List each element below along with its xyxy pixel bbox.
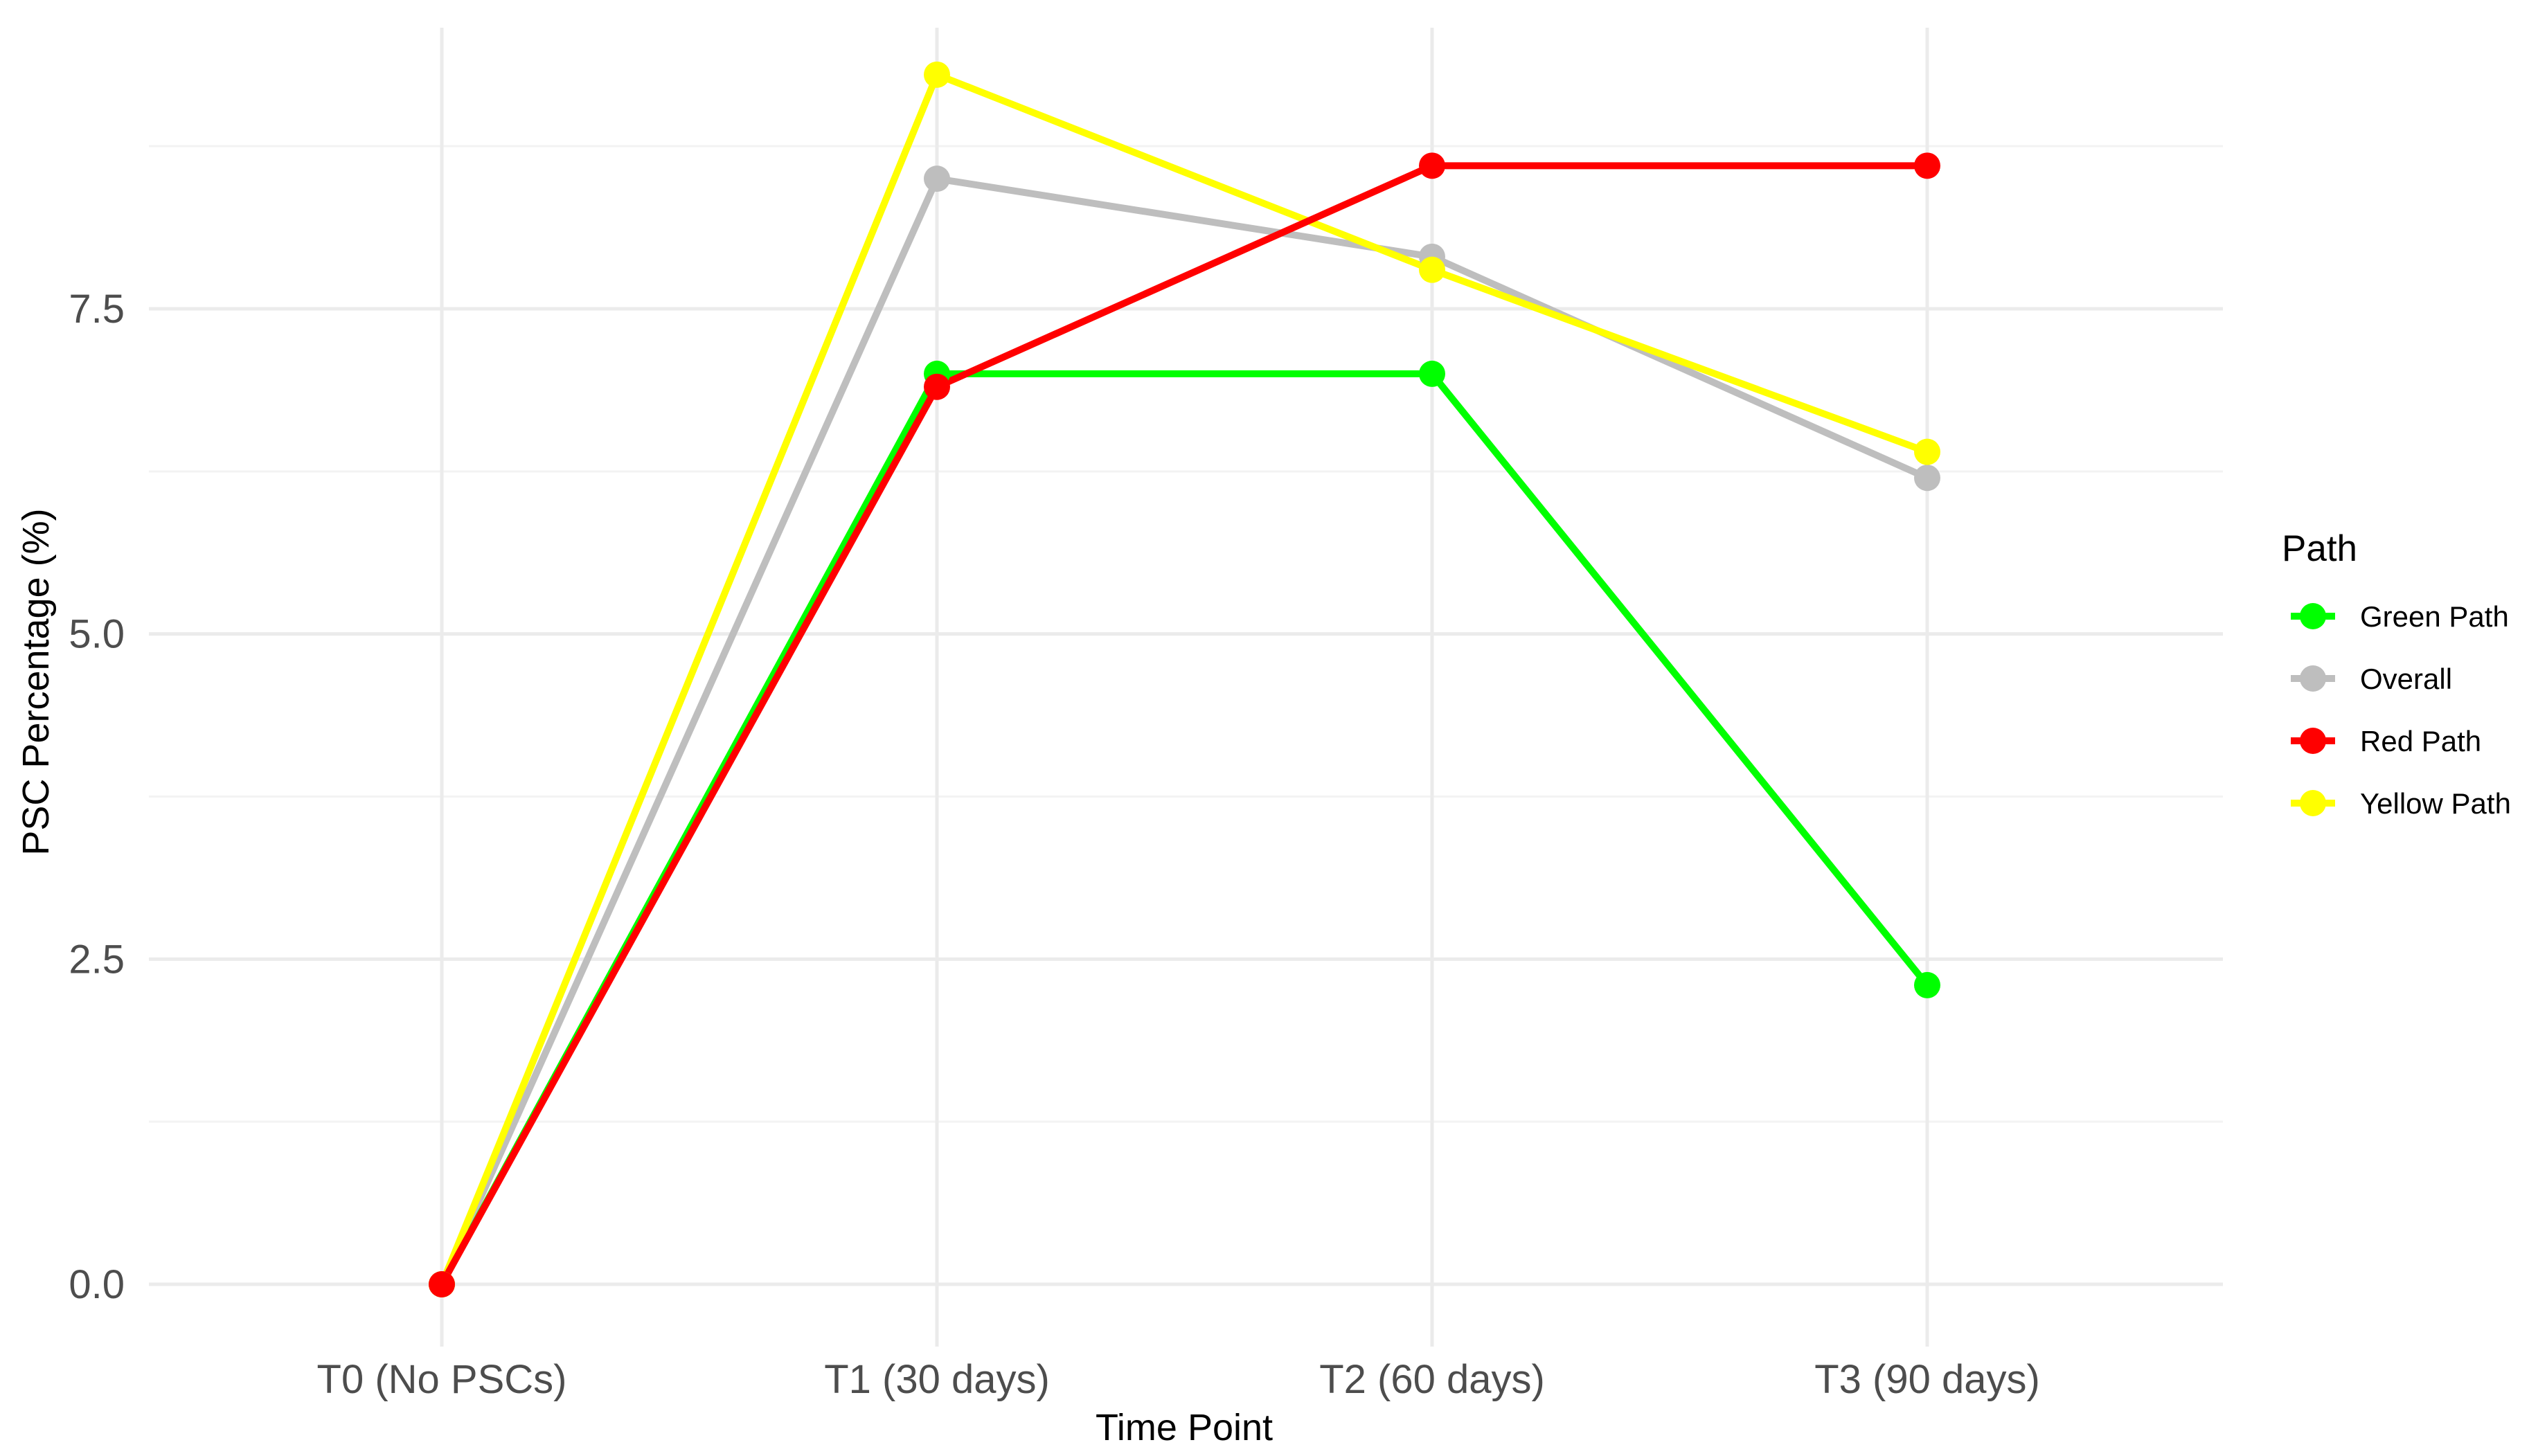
data-point-red-path — [924, 373, 950, 400]
data-point-red-path — [1914, 152, 1940, 179]
grid — [149, 28, 2223, 1347]
series-line-overall — [438, 175, 1929, 1286]
legend-label: Yellow Path — [2360, 787, 2511, 820]
legend-key-point — [2300, 603, 2326, 629]
y-tick-label: 7.5 — [69, 287, 125, 332]
data-point-green-path — [1419, 360, 1445, 387]
x-tick-label: T1 (30 days) — [824, 1357, 1050, 1402]
series-line-red-path — [438, 162, 1927, 1286]
data-point-yellow-path — [1914, 438, 1940, 465]
legend-key-point — [2300, 790, 2326, 816]
series-lines — [438, 71, 1930, 1286]
x-axis-ticks: T0 (No PSCs) T1 (30 days) T2 (60 days) T3 (… — [317, 1357, 2040, 1402]
legend-title: Path — [2282, 528, 2357, 569]
data-point-red-path — [1419, 152, 1445, 179]
y-tick-label: 2.5 — [69, 937, 125, 982]
x-tick-label: T3 (90 days) — [1814, 1357, 2040, 1402]
series-line-green-path — [438, 370, 1930, 1286]
legend-item-overall: Overall — [2291, 663, 2452, 695]
data-point-overall — [1914, 465, 1940, 492]
legend-item-red-path: Red Path — [2291, 725, 2481, 757]
y-tick-label: 5.0 — [69, 612, 125, 657]
data-point-red-path — [429, 1271, 455, 1297]
legend: Path Green Path Overall Red Path Yellow Pat… — [2282, 528, 2511, 820]
legend-key-point — [2300, 728, 2326, 754]
x-axis-title: Time Point — [1096, 1407, 1273, 1448]
x-tick-label: T2 (60 days) — [1319, 1357, 1545, 1402]
data-point-yellow-path — [924, 61, 950, 88]
series-line-yellow-path — [438, 71, 1929, 1286]
data-point-green-path — [1914, 971, 1940, 998]
legend-item-green-path: Green Path — [2291, 600, 2509, 633]
legend-label: Green Path — [2360, 600, 2509, 633]
y-axis-title: PSC Percentage (%) — [15, 508, 57, 855]
data-point-yellow-path — [1419, 256, 1445, 283]
legend-item-yellow-path: Yellow Path — [2291, 787, 2511, 820]
data-point-overall — [924, 165, 950, 192]
legend-key-point — [2300, 665, 2326, 692]
y-axis-ticks: 0.0 2.5 5.0 7.5 — [69, 287, 125, 1307]
y-tick-label: 0.0 — [69, 1262, 125, 1307]
legend-label: Red Path — [2360, 725, 2481, 757]
legend-label: Overall — [2360, 663, 2452, 695]
series-points — [429, 61, 1940, 1297]
x-tick-label: T0 (No PSCs) — [317, 1357, 567, 1402]
legend-items: Green Path Overall Red Path Yellow Path — [2291, 600, 2511, 820]
